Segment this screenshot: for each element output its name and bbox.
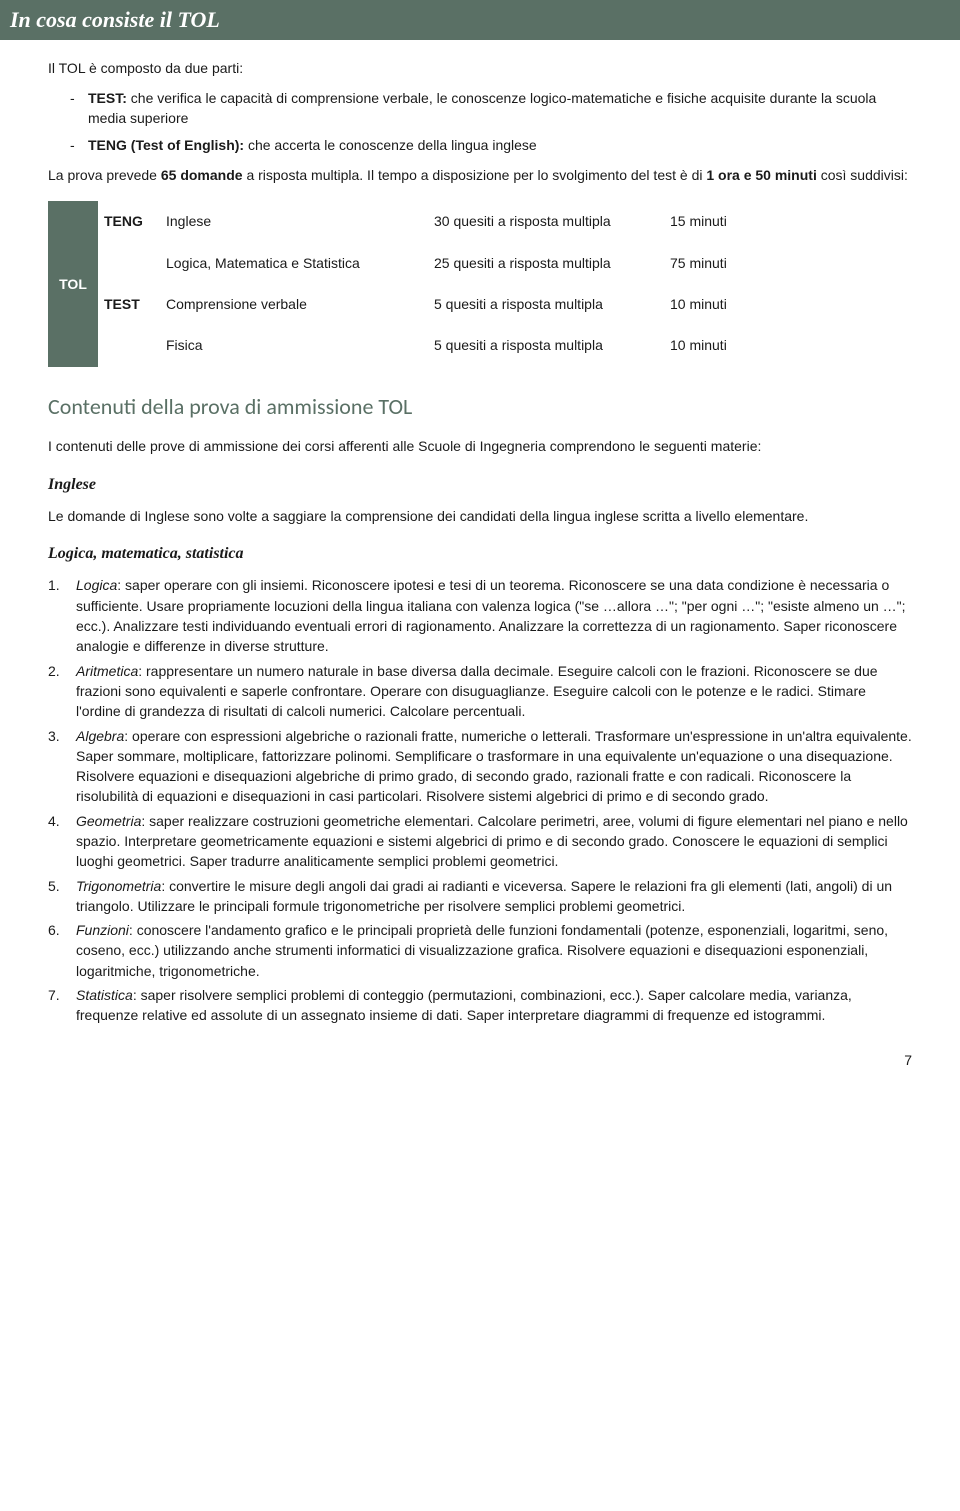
questions-cell: 25 quesiti a risposta multipla [428,243,664,283]
topics-ordered-list: 1.Logica: saper operare con gli insiemi.… [48,575,912,1025]
inglese-paragraph: Le domande di Inglese sono volte a saggi… [48,506,912,526]
bullet-dash-icon: - [70,88,88,129]
tol-structure-table: TOL TENG Inglese 30 quesiti a risposta m… [48,201,912,366]
subject-cell: Logica, Matematica e Statistica [160,243,428,283]
subject-cell: Fisica [160,325,428,365]
bullet-text: TEST: che verifica le capacità di compre… [88,88,912,129]
table-row: Comprensione verbale 5 quesiti a rispost… [160,284,912,325]
list-item: 3.Algebra: operare con espressioni algeb… [48,726,912,807]
inglese-heading: Inglese [48,473,912,496]
questions-cell: 5 quesiti a risposta multipla [428,325,664,365]
contenuti-intro: I contenuti delle prove di ammissione de… [48,436,912,456]
table-row: TENG Inglese 30 quesiti a risposta multi… [98,201,912,242]
list-item: 2.Aritmetica: rappresentare un numero na… [48,661,912,722]
questions-cell: 30 quesiti a risposta multipla [428,201,664,241]
bullet-text: TENG (Test of English): che accerta le c… [88,135,537,155]
intro-paragraph: Il TOL è composto da due parti: [48,58,912,78]
table-row: Logica, Matematica e Statistica 25 quesi… [160,243,912,284]
subject-cell: Inglese [160,201,428,241]
subject-cell: Comprensione verbale [160,284,428,324]
section-title-contenuti: Contenuti della prova di ammissione TOL [48,391,912,423]
bullet-list: - TEST: che verifica le capacità di comp… [48,88,912,155]
questions-cell: 5 quesiti a risposta multipla [428,284,664,324]
bullet-item: - TEST: che verifica le capacità di comp… [70,88,912,129]
table-row: Fisica 5 quesiti a risposta multipla 10 … [160,325,912,366]
domande-paragraph: La prova prevede 65 domande a risposta m… [48,165,912,185]
time-cell: 10 minuti [664,284,912,324]
time-cell: 15 minuti [664,201,912,241]
bullet-item: - TENG (Test of English): che accerta le… [70,135,912,155]
tol-stub-cell: TOL [48,201,98,366]
list-item: 1.Logica: saper operare con gli insiemi.… [48,575,912,656]
page-title-banner: In cosa consiste il TOL [0,0,960,40]
list-item: 6.Funzioni: conoscere l'andamento grafic… [48,920,912,981]
list-item: 5.Trigonometria: convertire le misure de… [48,876,912,917]
test-label: TEST [98,243,160,367]
bullet-dash-icon: - [70,135,88,155]
teng-label: TENG [98,201,160,241]
time-cell: 75 minuti [664,243,912,283]
list-item: 4.Geometria: saper realizzare costruzion… [48,811,912,872]
logica-heading: Logica, matematica, statistica [48,542,912,565]
time-cell: 10 minuti [664,325,912,365]
page-number: 7 [48,1050,912,1070]
list-item: 7.Statistica: saper risolvere semplici p… [48,985,912,1026]
